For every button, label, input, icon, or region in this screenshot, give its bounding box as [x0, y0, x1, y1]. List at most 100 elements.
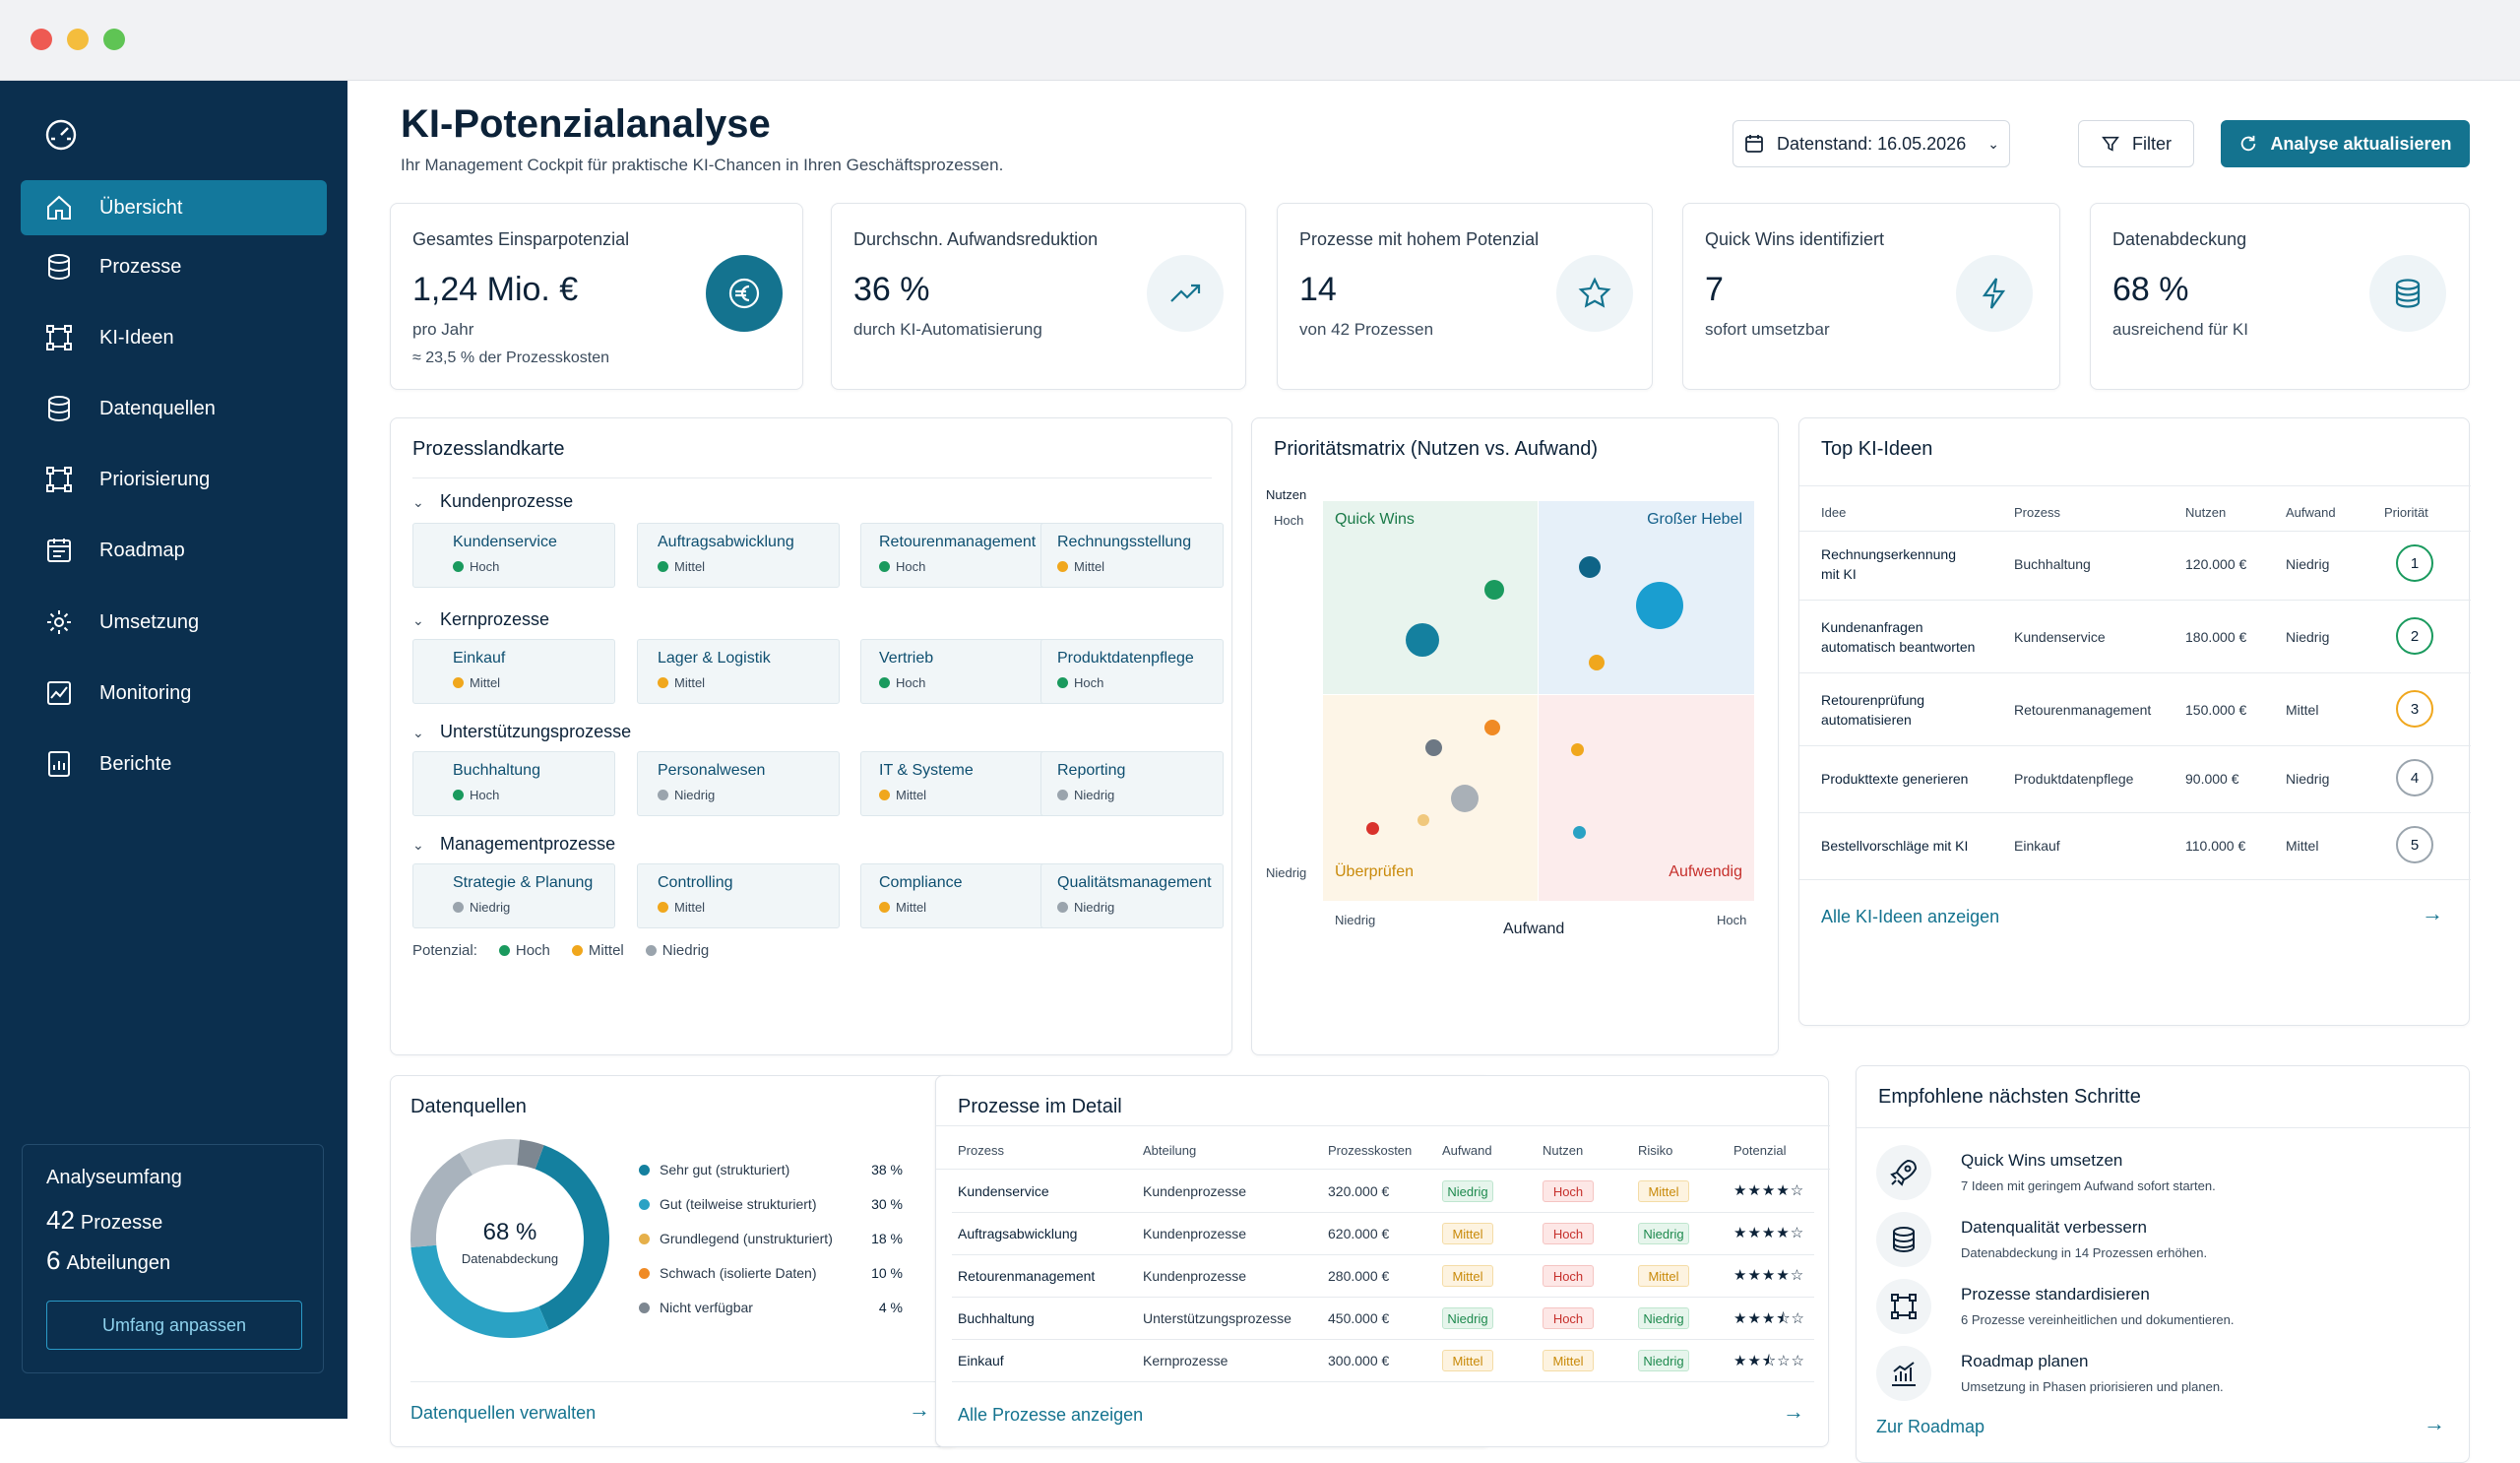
- sidebar-item-prozesse[interactable]: Prozesse: [21, 239, 327, 294]
- adjust-scope-button[interactable]: Umfang anpassen: [46, 1301, 302, 1350]
- idea-benefit: 150.000 €: [2185, 702, 2247, 718]
- donut-segment[interactable]: [517, 1139, 544, 1170]
- sidebar-item-datenquellen[interactable]: Datenquellen: [21, 381, 327, 436]
- level-label: Niedrig: [674, 788, 716, 802]
- process-tile[interactable]: Lager & Logistik Mittel: [637, 639, 840, 704]
- database-icon: [48, 254, 70, 281]
- row-department: Kundenprozesse: [1143, 1183, 1247, 1199]
- column-header: Risiko: [1638, 1143, 1673, 1158]
- legend-label: Hoch: [515, 942, 550, 959]
- minimize-window-button[interactable]: [67, 29, 89, 50]
- matrix-point[interactable]: [1484, 580, 1504, 600]
- page-title: KI-Potenzialanalyse: [401, 102, 771, 146]
- process-tile[interactable]: Vertrieb Hoch: [860, 639, 1063, 704]
- arrow-right-icon[interactable]: →: [2424, 1411, 2445, 1435]
- sidebar-item-ki-ideen[interactable]: KI-Ideen: [21, 310, 327, 365]
- sidebar-item-umsetzung[interactable]: Umsetzung: [21, 595, 327, 650]
- sidebar-item-berichte[interactable]: Berichte: [21, 736, 327, 792]
- card-title: Prioritätsmatrix (Nutzen vs. Aufwand): [1274, 438, 1598, 460]
- donut-segment[interactable]: [410, 1244, 549, 1338]
- process-tile[interactable]: Compliance Mittel: [860, 863, 1063, 928]
- matrix-point[interactable]: [1571, 743, 1584, 756]
- close-window-button[interactable]: [31, 29, 52, 50]
- filter-button[interactable]: Filter: [2078, 120, 2194, 167]
- process-name: Buchhaltung: [453, 762, 540, 779]
- process-tile[interactable]: Rechnungsstellung Mittel: [1040, 523, 1224, 588]
- kpi-value: 1,24 Mio. €: [412, 271, 579, 308]
- matrix-point[interactable]: [1406, 623, 1439, 657]
- sidebar-item-monitoring[interactable]: Monitoring: [21, 666, 327, 721]
- status-dot: [453, 561, 464, 572]
- matrix-point[interactable]: [1418, 814, 1429, 826]
- donut-segment[interactable]: [535, 1145, 609, 1330]
- main-content: KI-Potenzialanalyse Ihr Management Cockp…: [347, 81, 2520, 1463]
- legend-label: Gut (teilweise strukturiert): [660, 1196, 817, 1212]
- matrix-point[interactable]: [1425, 739, 1442, 756]
- card-title: Prozesse im Detail: [958, 1096, 1122, 1117]
- kpi-label: Quick Wins identifiziert: [1705, 229, 1885, 249]
- process-tile[interactable]: Auftragsabwicklung Mittel: [637, 523, 840, 588]
- process-group-header[interactable]: ⌄ Kundenprozesse: [412, 491, 573, 512]
- donut-segment[interactable]: [459, 1139, 520, 1176]
- process-group-header[interactable]: ⌄ Kernprozesse: [412, 609, 549, 630]
- process-tile[interactable]: Qualitätsmanagement Niedrig: [1040, 863, 1224, 928]
- card-title: Top KI-Ideen: [1821, 438, 1933, 460]
- process-tile[interactable]: Einkauf Mittel: [412, 639, 615, 704]
- process-name: Einkauf: [453, 650, 506, 667]
- sidebar-item-roadmap[interactable]: Roadmap: [21, 523, 327, 578]
- process-tile[interactable]: IT & Systeme Mittel: [860, 751, 1063, 816]
- benefit-tag: Mittel: [1543, 1350, 1594, 1371]
- matrix-point[interactable]: [1484, 720, 1500, 735]
- row-department: Kundenprozesse: [1143, 1268, 1247, 1284]
- refresh-analysis-button[interactable]: Analyse aktualisieren: [2221, 120, 2470, 167]
- database-icon: [48, 396, 70, 422]
- process-group-header[interactable]: ⌄ Managementprozesse: [412, 834, 615, 855]
- legend-item: Nicht verfügbar: [639, 1300, 753, 1315]
- idea-process: Produktdatenpflege: [2014, 771, 2134, 787]
- arrow-right-icon[interactable]: →: [1783, 1399, 1804, 1424]
- manage-datasources-link[interactable]: Datenquellen verwalten: [410, 1403, 597, 1423]
- matrix-point[interactable]: [1451, 785, 1479, 812]
- dashboard-gauge-icon[interactable]: [43, 117, 79, 153]
- step-description: 7 Ideen mit geringem Aufwand sofort star…: [1961, 1178, 2216, 1193]
- process-tile[interactable]: Buchhaltung Hoch: [412, 751, 615, 816]
- process-tile[interactable]: Kundenservice Hoch: [412, 523, 615, 588]
- donut-segment[interactable]: [410, 1152, 473, 1248]
- benefit-tag: Hoch: [1543, 1180, 1594, 1202]
- maximize-window-button[interactable]: [103, 29, 125, 50]
- all-processes-link[interactable]: Alle Prozesse anzeigen: [958, 1405, 1144, 1425]
- effort-tag: Mittel: [1442, 1223, 1493, 1244]
- group-label: Kernprozesse: [440, 609, 550, 629]
- kpi-value: 7: [1705, 271, 1724, 308]
- arrow-right-icon[interactable]: →: [2422, 901, 2443, 925]
- idea-process: Kundenservice: [2014, 629, 2106, 645]
- idea-process: Retourenmanagement: [2014, 702, 2152, 718]
- column-header: Aufwand: [1442, 1143, 1492, 1158]
- all-ideas-link[interactable]: Alle KI-Ideen anzeigen: [1821, 907, 2000, 926]
- process-tile[interactable]: Strategie & Planung Niedrig: [412, 863, 615, 928]
- star-icon: [1556, 255, 1633, 332]
- process-tile[interactable]: Retourenmanagement Hoch: [860, 523, 1063, 588]
- sidebar-item-priorisierung[interactable]: Priorisierung: [21, 452, 327, 507]
- effort-tag: Niedrig: [1442, 1307, 1493, 1329]
- sidebar-item-uebersicht[interactable]: Übersicht: [21, 180, 327, 235]
- date-select[interactable]: Datenstand: 16.05.2026 ⌄: [1732, 120, 2010, 167]
- legend-value: 4 %: [878, 1300, 903, 1315]
- sidebar-item-label: KI-Ideen: [99, 326, 174, 349]
- status-dot: [1057, 902, 1068, 913]
- matrix-point[interactable]: [1579, 556, 1601, 578]
- matrix-point[interactable]: [1589, 655, 1605, 670]
- matrix-point[interactable]: [1636, 582, 1683, 629]
- status-dot: [453, 677, 464, 688]
- process-tile[interactable]: Personalwesen Niedrig: [637, 751, 840, 816]
- matrix-point[interactable]: [1573, 826, 1586, 839]
- process-tile[interactable]: Produktdatenpflege Hoch: [1040, 639, 1224, 704]
- roadmap-link[interactable]: Zur Roadmap: [1876, 1417, 1985, 1436]
- process-tile[interactable]: Reporting Niedrig: [1040, 751, 1224, 816]
- arrow-right-icon[interactable]: →: [909, 1397, 930, 1422]
- process-group-header[interactable]: ⌄ Unterstützungsprozesse: [412, 722, 631, 742]
- column-header: Aufwand: [2286, 505, 2336, 520]
- scope-departments-label: Abteilungen: [66, 1252, 171, 1274]
- matrix-point[interactable]: [1366, 822, 1379, 835]
- process-tile[interactable]: Controlling Mittel: [637, 863, 840, 928]
